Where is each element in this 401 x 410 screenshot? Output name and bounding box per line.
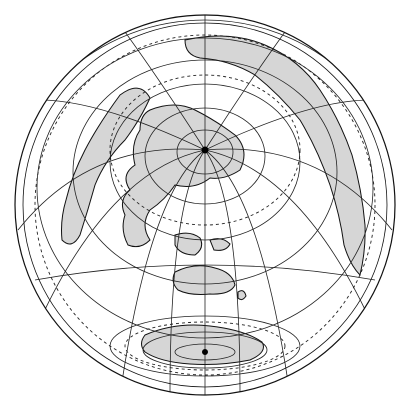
land-eurasia xyxy=(121,104,245,248)
globe-boundary xyxy=(14,14,396,396)
land-masses xyxy=(61,35,366,365)
land-new-zealand xyxy=(237,290,247,301)
dashed-reference-circles xyxy=(34,34,376,376)
land-americas xyxy=(61,87,151,245)
land-island-1 xyxy=(209,238,231,251)
south-pole-marker xyxy=(202,349,208,355)
pole-markers xyxy=(201,146,209,355)
land-australia xyxy=(172,265,236,295)
land-se-asia xyxy=(174,232,203,256)
north-pole-marker xyxy=(201,146,209,154)
graticule-parallels xyxy=(15,19,395,395)
land-antarctica xyxy=(141,324,264,365)
